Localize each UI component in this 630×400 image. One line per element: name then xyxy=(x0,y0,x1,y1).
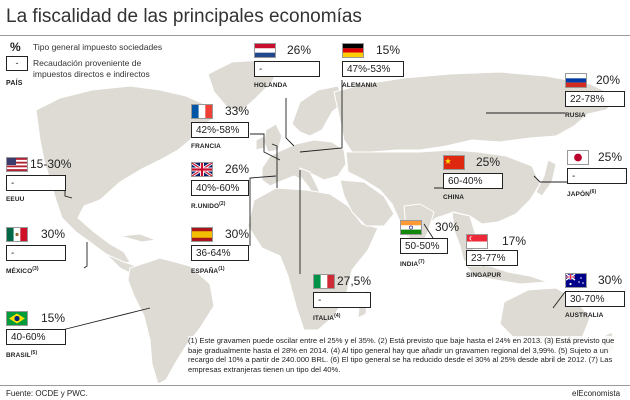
ireland-shape xyxy=(255,135,265,151)
mexico-revenue: - xyxy=(6,245,66,261)
eeuu-rate: 15-30% xyxy=(30,157,72,171)
japon-name: JAPÓN(6) xyxy=(567,189,597,199)
india-revenue: 50-50% xyxy=(400,238,448,254)
legend-pct-symbol: % xyxy=(10,40,21,54)
australia-flag-icon xyxy=(565,273,587,288)
japon-revenue: - xyxy=(567,168,627,184)
holanda-rate: 26% xyxy=(287,43,312,57)
reino-unido-name: R.UNIDO(2) xyxy=(191,201,226,211)
india-name: INDIA(7) xyxy=(400,259,425,269)
world-map xyxy=(35,59,621,384)
mexico-flag-icon xyxy=(6,227,28,242)
rusia-name: RUSIA xyxy=(565,112,586,119)
indonesia-shape xyxy=(465,265,549,285)
alemania-revenue: 47%-53% xyxy=(342,61,404,77)
singapore-flag-icon xyxy=(466,234,488,249)
eeuu-name: EEUU xyxy=(6,196,25,203)
brasil-name: BRASIL(5) xyxy=(6,350,38,360)
alemania-rate: 15% xyxy=(376,43,401,57)
japan-shape xyxy=(535,159,557,197)
australia-rate: 30% xyxy=(598,273,623,287)
china-flag-icon xyxy=(443,155,465,170)
singapur-revenue: 23-77% xyxy=(466,250,518,266)
china-revenue: 60-40% xyxy=(443,173,503,189)
source-credit: Fuente: OCDE y PWC. xyxy=(6,389,88,398)
italia-rate: 27,5% xyxy=(337,274,372,288)
india-rate: 30% xyxy=(435,220,460,234)
japan-flag-icon xyxy=(567,150,589,165)
mexico-rate: 30% xyxy=(41,227,66,241)
italia-revenue: - xyxy=(313,292,371,308)
spain-flag-icon xyxy=(191,227,213,242)
rusia-revenue: 22-78% xyxy=(565,91,625,107)
italia-name: ITALIA(4) xyxy=(313,313,341,323)
legend-pct-text: Tipo general impuesto sociedades xyxy=(33,42,163,52)
espana-name: ESPAÑA(1) xyxy=(191,266,225,276)
germany-flag-icon xyxy=(342,43,364,58)
brand-logo: elEconomista xyxy=(572,389,621,398)
japon-rate: 25% xyxy=(598,150,623,164)
legend-pais-label: PAÍS xyxy=(6,80,23,87)
title-divider xyxy=(0,35,630,36)
francia-name: FRANCIA xyxy=(191,143,221,150)
reino-unido-revenue: 40%-60% xyxy=(191,180,249,196)
italy-flag-icon xyxy=(313,274,335,289)
middle-east-shape xyxy=(339,179,395,227)
australia-revenue: 30-70% xyxy=(565,291,625,307)
holanda-name: HOLANDA xyxy=(254,82,288,89)
francia-revenue: 42%-58% xyxy=(191,122,249,138)
france-flag-icon xyxy=(191,104,213,119)
brazil-flag-icon xyxy=(6,311,28,326)
usa-flag-icon xyxy=(6,157,28,172)
australia-name: AUSTRALIA xyxy=(565,312,604,319)
alemania-name: ALEMANIA xyxy=(342,82,378,89)
legend-box-text-1: Recaudación proveniente de xyxy=(33,58,142,68)
footer-divider xyxy=(0,385,630,386)
legend-box-sample: - xyxy=(6,56,28,71)
brasil-revenue: 40-60% xyxy=(6,329,66,345)
north-america-shape xyxy=(35,85,215,265)
russia-flag-icon xyxy=(565,73,587,88)
legend-box-text-2: impuestos directos e indirectos xyxy=(33,69,150,79)
uk-shape xyxy=(263,123,283,153)
china-rate: 25% xyxy=(476,155,501,169)
south-america-shape xyxy=(127,257,215,384)
mexico-name: MÉXICO(3) xyxy=(6,266,39,276)
singapur-name: SINGAPUR xyxy=(466,272,502,279)
uk-flag-icon xyxy=(191,162,213,177)
espana-revenue: 36-64% xyxy=(191,245,249,261)
francia-rate: 33% xyxy=(225,104,250,118)
china-name: CHINA xyxy=(443,194,465,201)
holanda-revenue: - xyxy=(254,61,320,77)
india-flag-icon xyxy=(400,220,422,235)
brasil-rate: 15% xyxy=(41,311,66,325)
reino-unido-rate: 26% xyxy=(225,162,250,176)
eeuu-revenue: - xyxy=(6,175,66,191)
caribbean-shape xyxy=(119,233,157,243)
page-title: La fiscalidad de las principales economí… xyxy=(6,6,362,27)
europe-shape xyxy=(261,139,347,187)
singapur-rate: 17% xyxy=(502,234,527,248)
espana-rate: 30% xyxy=(225,227,250,241)
netherlands-flag-icon xyxy=(254,43,276,58)
rusia-rate: 20% xyxy=(596,73,621,87)
footnotes: (1) Este gravamen puede oscilar entre el… xyxy=(188,336,628,375)
